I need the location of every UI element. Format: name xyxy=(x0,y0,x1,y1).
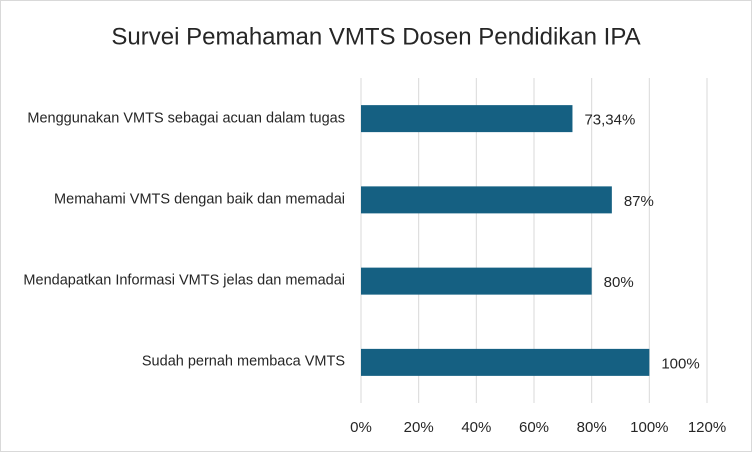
data-label: 100% xyxy=(661,355,699,372)
x-tick-label: 100% xyxy=(630,419,668,436)
bar xyxy=(361,186,612,214)
x-tick-label: 20% xyxy=(404,419,434,436)
y-tick-label-box: Sudah pernah membaca VMTS xyxy=(5,352,345,373)
chart-title: Survei Pemahaman VMTS Dosen Pendidikan I… xyxy=(111,23,640,50)
data-label: 80% xyxy=(604,274,634,291)
y-tick-label: Memahami VMTS dengan baik dan memadai xyxy=(54,191,345,208)
bar xyxy=(361,348,650,376)
x-tick-label: 0% xyxy=(350,419,372,436)
x-tick-label: 120% xyxy=(688,419,726,436)
data-label: 73,34% xyxy=(584,112,635,129)
x-tick-label: 80% xyxy=(577,419,607,436)
y-tick-label: Mendapatkan Informasi VMTS jelas dan mem… xyxy=(23,272,345,289)
y-tick-label: Sudah pernah membaca VMTS xyxy=(141,353,345,370)
x-tick-label: 40% xyxy=(461,419,491,436)
y-tick-label-box: Memahami VMTS dengan baik dan memadai xyxy=(5,189,345,210)
x-tick-label: 60% xyxy=(519,419,549,436)
bar xyxy=(361,267,592,295)
y-tick-label: Menggunakan VMTS sebagai acuan dalam tug… xyxy=(27,110,345,127)
data-label: 87% xyxy=(624,193,654,210)
bar xyxy=(361,105,573,133)
y-tick-label-box: Mendapatkan Informasi VMTS jelas dan mem… xyxy=(5,271,345,292)
y-tick-label-box: Menggunakan VMTS sebagai acuan dalam tug… xyxy=(5,108,345,129)
